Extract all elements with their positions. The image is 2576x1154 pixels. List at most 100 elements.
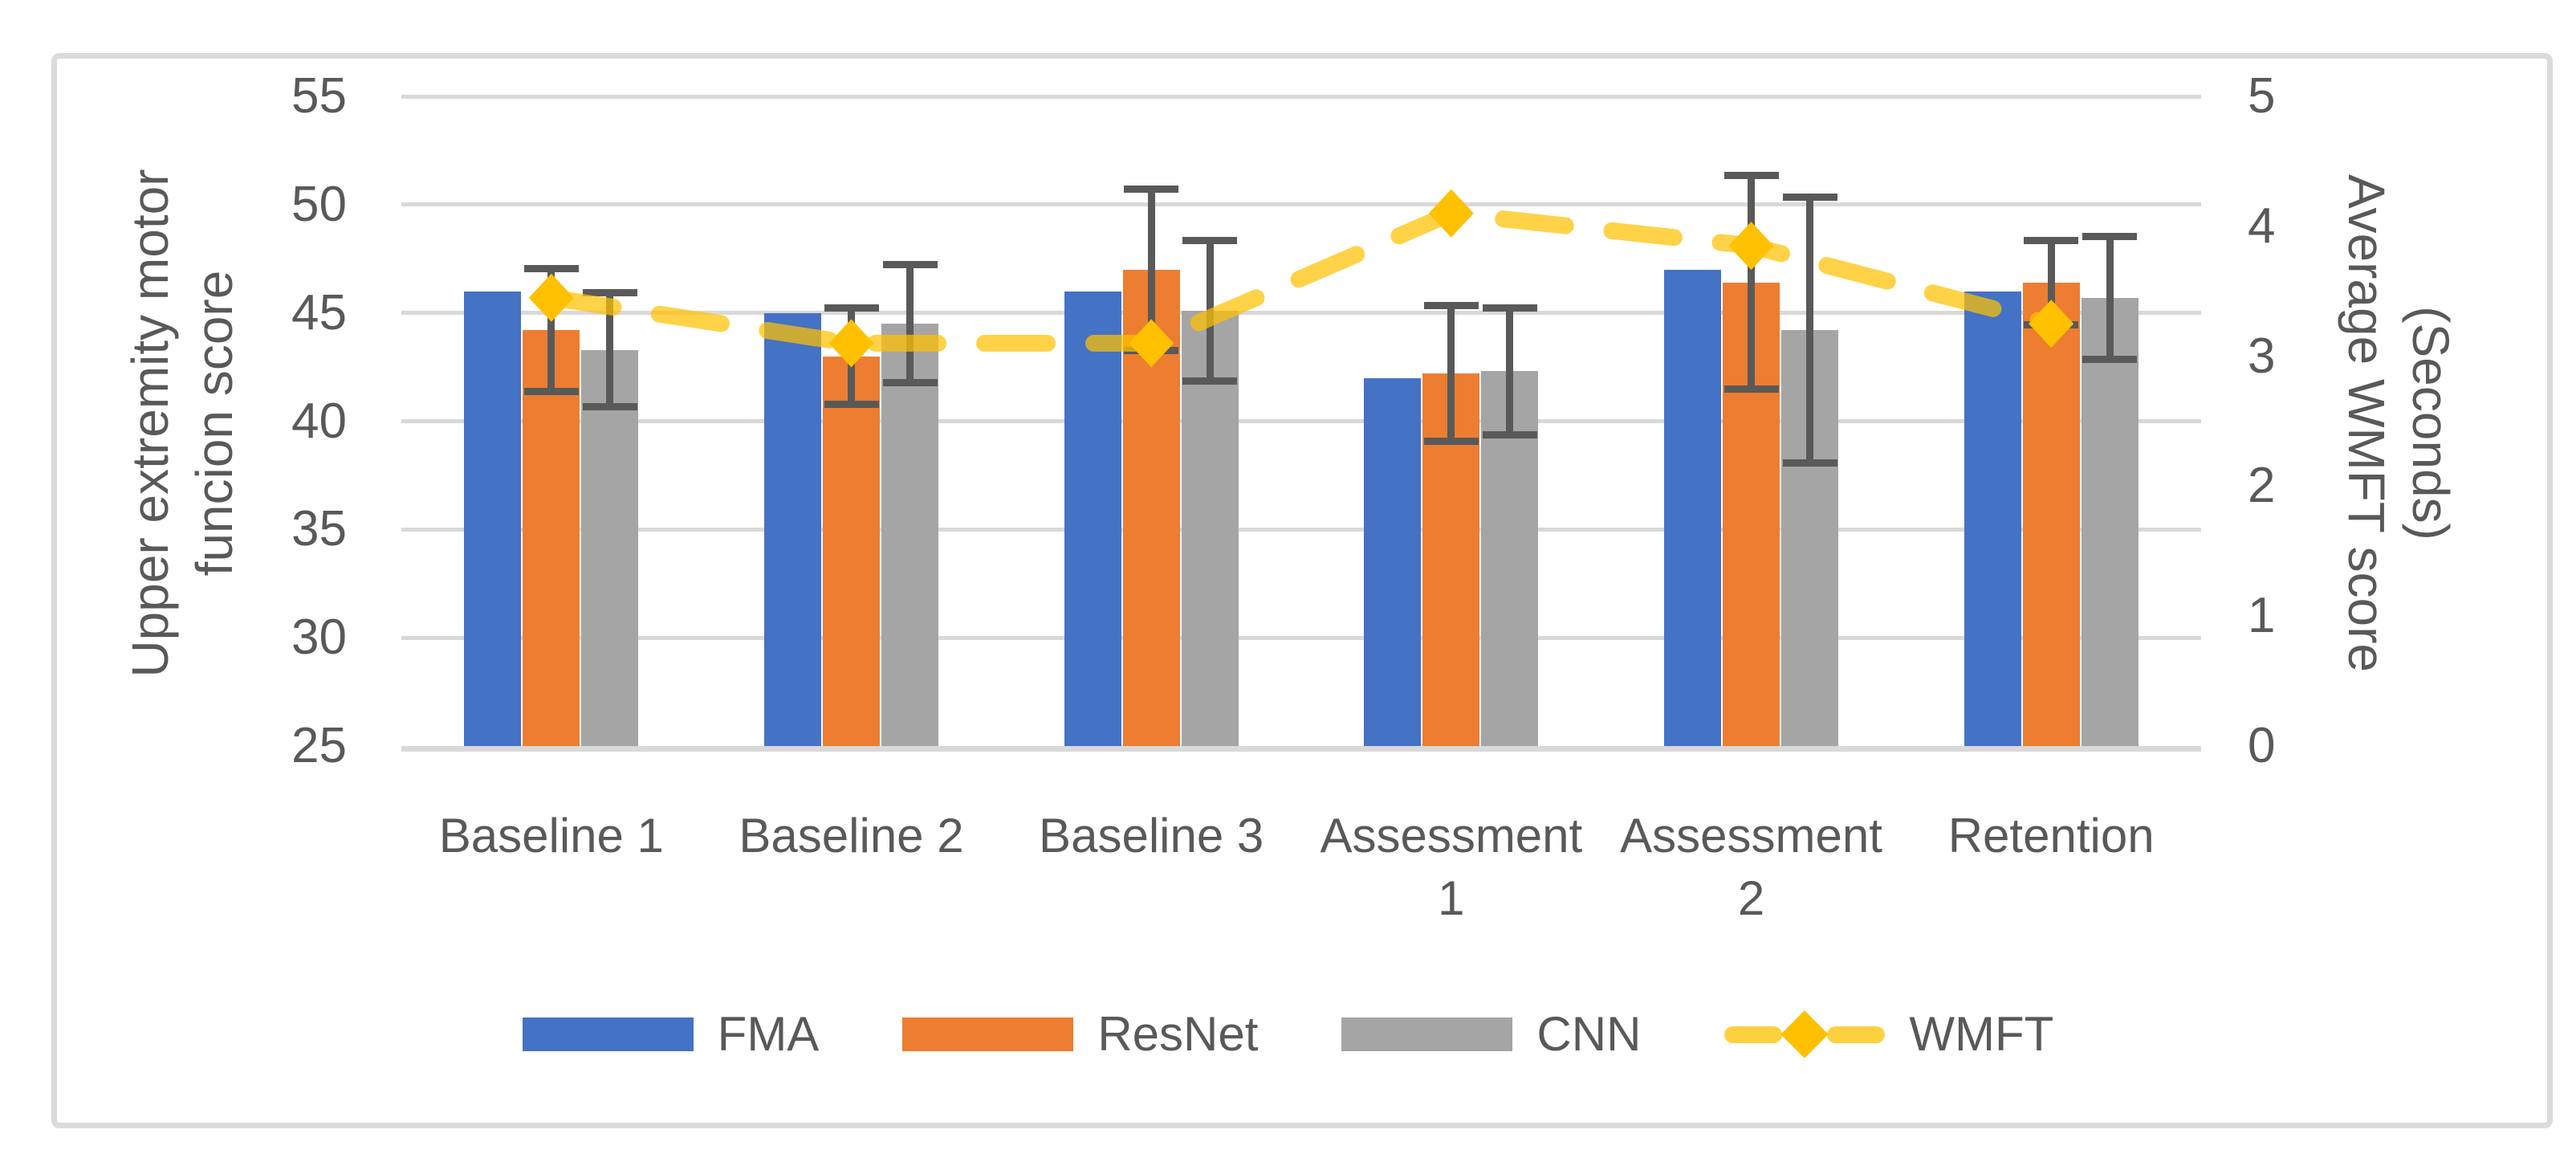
left-axis-tick-45: 45 [291,284,347,340]
error-cap-top-resnet-3 [1124,185,1179,193]
left-axis-tick-35: 35 [291,501,347,557]
right-axis-title: (Seconds) Average WMFT score [2334,62,2463,785]
right-axis-tick-1: 1 [2248,588,2276,644]
right-axis-tick-5: 5 [2248,68,2276,124]
right-axis-tick-4: 4 [2248,198,2276,254]
bar-resnet-2 [823,356,880,746]
bar-fma-2 [764,312,821,746]
category-label-line: 1 [1438,871,1465,925]
left-axis-tick-30: 30 [291,610,347,666]
error-cap-bottom-resnet-5 [1723,385,1779,394]
bar-fma-4 [1364,377,1422,746]
error-bar-cnn-1 [606,289,614,410]
category-label-line: Assessment [1620,809,1882,862]
error-cap-bottom-cnn-5 [1782,459,1837,467]
legend-dash [1724,1026,1783,1043]
category-label-3: Baseline 3 [1039,805,1264,867]
left-axis-title-line1: Upper extremity motor [121,169,179,678]
gridline-55 [401,94,2201,99]
error-cap-bottom-cnn-2 [882,379,938,387]
legend-label-cnn: CNN [1536,1007,1642,1061]
gridline-40 [401,419,2201,423]
legend-item-fma: FMA [522,1007,820,1061]
gridline-45 [401,311,2201,316]
category-label-6: Retention [1948,805,2155,867]
error-cap-top-resnet-2 [824,304,879,312]
category-label-5: Assessment 2 [1620,805,1882,930]
category-label-line: Baseline 3 [1039,809,1264,862]
error-bar-cnn-2 [906,260,914,387]
legend-swatch-cnn [1341,1017,1513,1051]
bar-cnn-2 [881,324,938,746]
error-cap-bottom-cnn-6 [2082,355,2138,363]
legend-line-marker [1724,1010,1886,1058]
legend-swatch-resnet [902,1017,1074,1051]
error-cap-top-cnn-1 [582,289,637,296]
gridline-30 [401,635,2201,640]
error-bar-cnn-5 [1806,194,1813,467]
category-label-line: Baseline 2 [739,809,964,862]
error-cap-bottom-resnet-2 [824,401,879,409]
category-label-1: Baseline 1 [439,805,664,867]
error-cap-bottom-cnn-4 [1482,431,1537,439]
legend-label-resnet: ResNet [1097,1007,1259,1061]
bar-fma-1 [464,291,522,746]
legend-item-cnn: CNN [1341,1010,1641,1058]
category-label-line: Baseline 1 [438,809,664,862]
bar-resnet-1 [523,330,580,746]
category-label-line: 2 [1737,871,1765,925]
bar-fma-5 [1664,269,1721,746]
error-cap-bottom-resnet-1 [523,388,579,396]
gridline-35 [401,527,2201,532]
error-cap-top-cnn-5 [1782,194,1837,202]
legend-dash [1827,1026,1886,1043]
legend: FMA ResNet CNN WMFT [0,1010,2576,1058]
left-axis-title: Upper extremity motor funcion score [118,62,246,785]
bar-cnn-6 [2081,297,2139,746]
wmft-line [543,205,2060,352]
error-cap-top-cnn-4 [1482,304,1537,312]
error-cap-top-resnet-5 [1723,172,1779,180]
category-label-4: Assessment 1 [1320,805,1582,930]
error-bar-resnet-1 [547,265,555,396]
category-label-line: Retention [1947,809,2155,862]
left-axis-tick-55: 55 [291,68,347,124]
gridline-50 [401,202,2201,207]
legend-item-resnet: ResNet [902,1010,1258,1058]
error-cap-top-resnet-1 [523,265,579,273]
legend-label-wmft: WMFT [1909,1007,2054,1061]
x-axis-line [401,746,2201,752]
right-axis-title-line1: Average WMFT score [2338,173,2395,673]
bar-cnn-1 [581,349,639,746]
left-axis-tick-40: 40 [291,393,347,449]
error-bar-resnet-6 [2047,237,2055,328]
error-bar-resnet-5 [1748,172,1755,394]
wmft-marker-2 [828,319,874,368]
legend-label-fma: FMA [717,1007,820,1061]
left-axis-title-line2: funcion score [185,270,243,577]
error-cap-top-cnn-3 [1182,237,1238,245]
error-cap-top-resnet-6 [2024,237,2079,245]
right-axis-title-line2: (Seconds) [2402,306,2460,540]
error-bar-cnn-6 [2106,232,2114,363]
category-label-2: Baseline 2 [739,805,963,867]
legend-item-wmft: WMFT [1724,1010,2053,1058]
right-axis-tick-3: 3 [2248,328,2276,384]
bar-fma-6 [1964,291,2021,746]
legend-swatch-fma [522,1017,694,1051]
category-label-line: Assessment [1320,809,1583,862]
left-axis-tick-25: 25 [291,718,347,773]
right-axis-tick-2: 2 [2248,458,2276,514]
bar-resnet-6 [2022,282,2080,746]
error-bar-resnet-3 [1147,185,1155,354]
error-cap-bottom-cnn-3 [1182,377,1238,385]
error-bar-resnet-4 [1447,302,1455,446]
error-cap-top-cnn-2 [882,260,938,268]
bar-fma-3 [1064,291,1121,746]
legend-diamond-icon [1780,1010,1829,1058]
left-axis-tick-50: 50 [291,176,347,232]
error-cap-top-resnet-4 [1423,302,1479,310]
